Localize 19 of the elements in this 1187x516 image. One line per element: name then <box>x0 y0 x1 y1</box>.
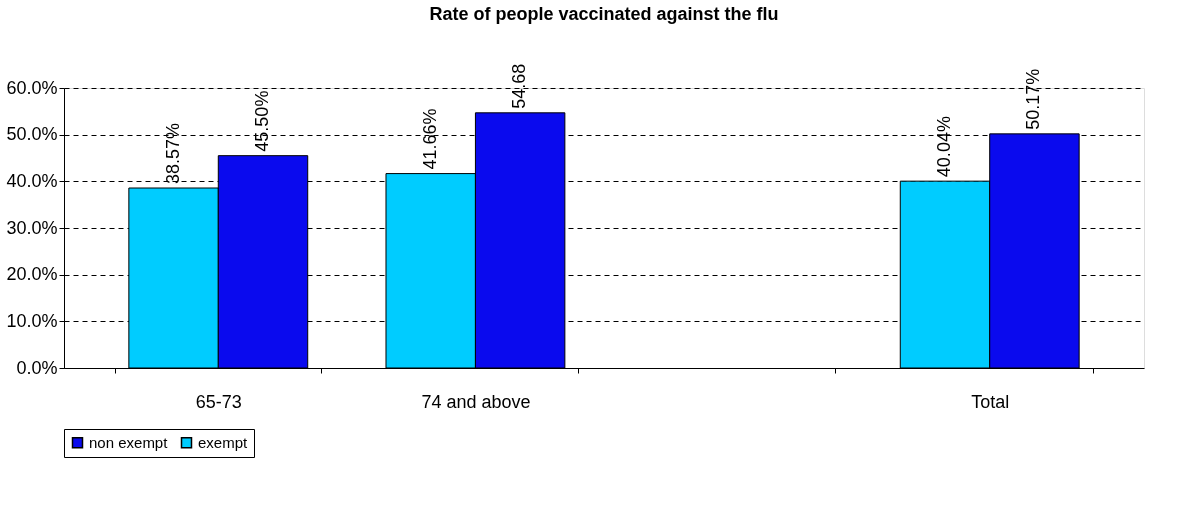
data-label: 41.66% <box>419 108 440 170</box>
data-label: 45.50% <box>252 90 273 152</box>
y-tick-label: 30.0% <box>6 217 58 238</box>
data-label: 40.04% <box>933 116 954 178</box>
data-label: 38.57% <box>162 122 183 185</box>
x-tick-label: 65-73 <box>195 391 242 412</box>
x-tick-label: 74 and above <box>421 391 531 412</box>
chart-title: Rate of people vaccinated against the flu <box>429 3 779 24</box>
legend-label: exempt <box>198 433 249 451</box>
legend-label: non exempt <box>89 433 169 451</box>
data-label: 54.68 <box>509 63 530 109</box>
y-tick-label: 60.0% <box>6 77 58 98</box>
data-label: 50.17% <box>1023 68 1044 130</box>
y-tick-label: 50.0% <box>6 124 58 145</box>
x-tick-label: Total <box>971 391 1010 412</box>
y-tick-label: 10.0% <box>6 310 58 331</box>
y-tick-label: 20.0% <box>6 264 58 285</box>
y-tick-label: 0.0% <box>16 357 58 378</box>
y-tick-label: 40.0% <box>6 170 58 191</box>
